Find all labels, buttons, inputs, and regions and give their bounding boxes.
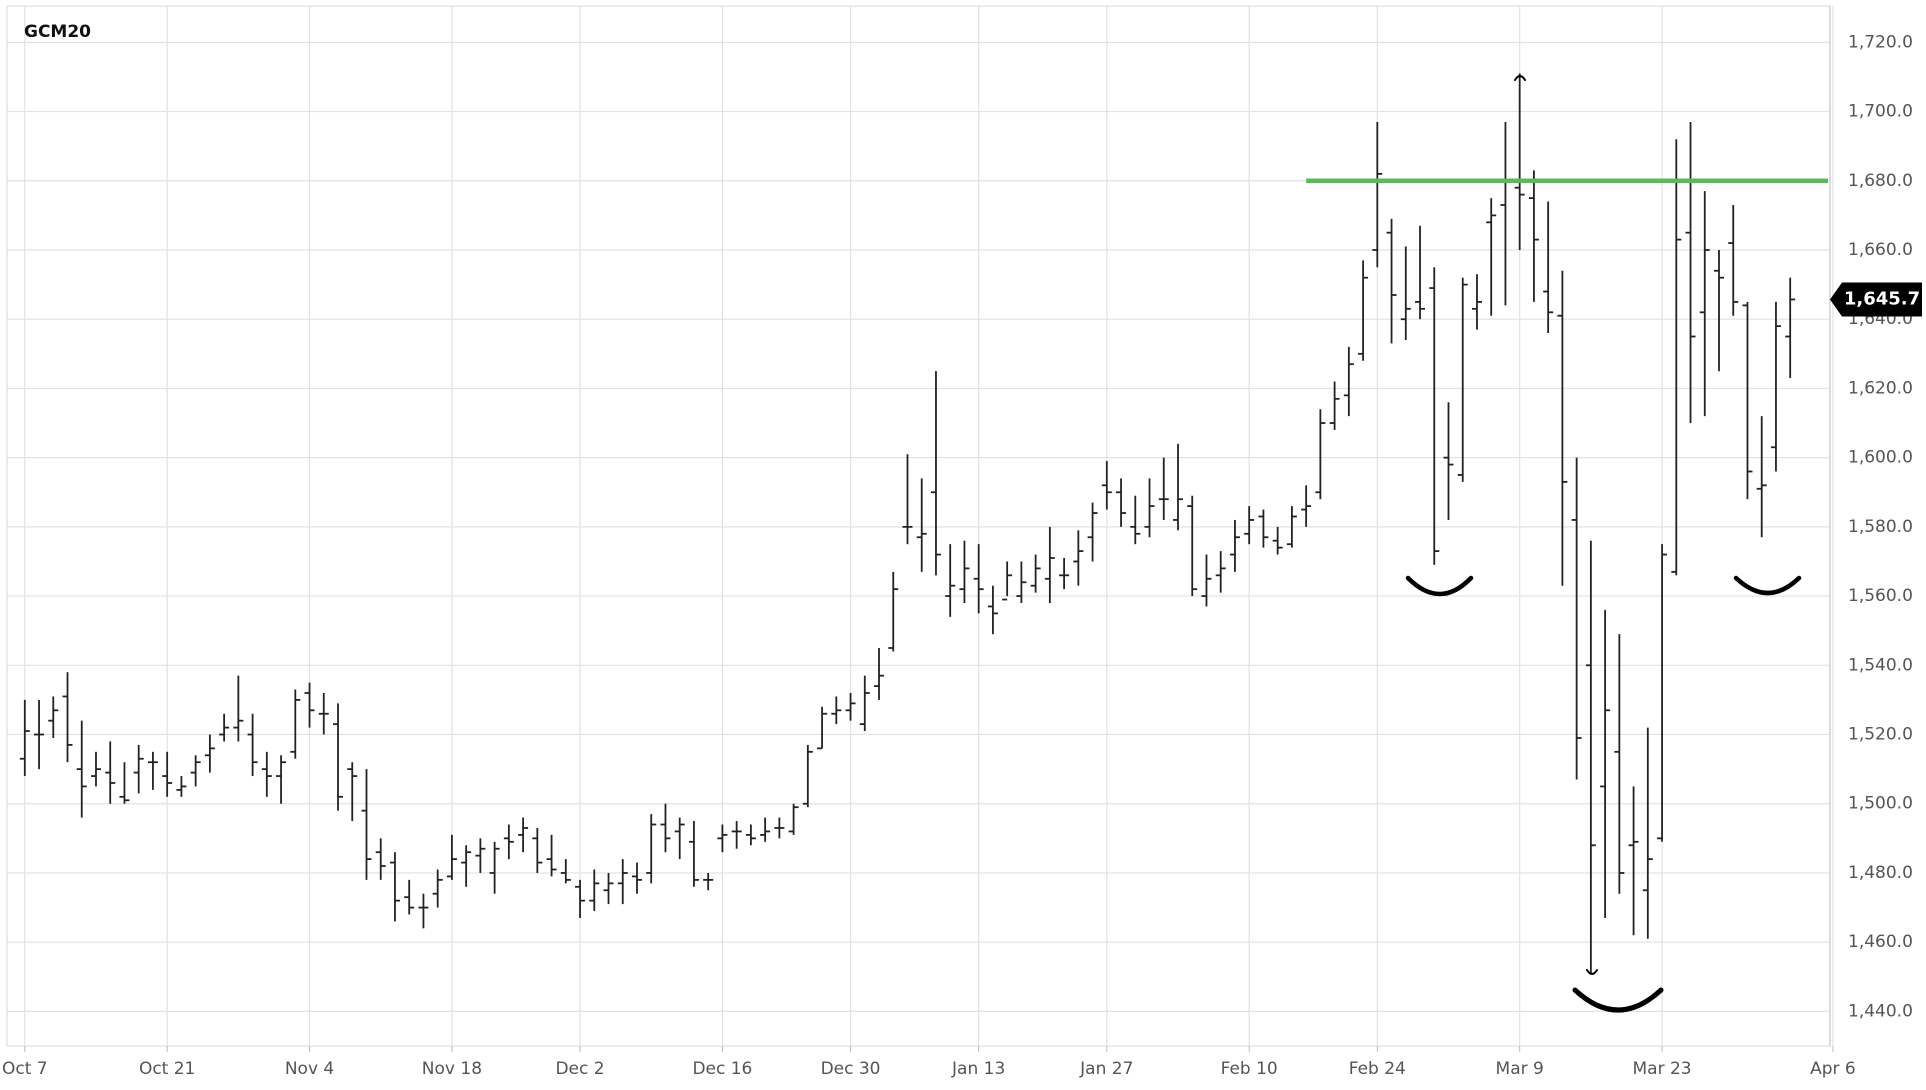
- x-tick-label: Apr 6: [1810, 1059, 1856, 1079]
- x-tick-label: Dec 16: [692, 1059, 752, 1079]
- x-tick-label: Feb 10: [1221, 1059, 1278, 1079]
- x-tick-label: Oct 21: [139, 1059, 195, 1079]
- x-tick-label: Jan 13: [951, 1059, 1005, 1079]
- y-tick-label: 1,540.0: [1848, 655, 1913, 675]
- y-tick-label: 1,700.0: [1848, 102, 1913, 122]
- arc: [1733, 575, 1802, 596]
- y-tick-label: 1,620.0: [1848, 378, 1913, 398]
- marks: [7, 6, 1834, 1046]
- annotation-arcs: [1405, 75, 1802, 1013]
- y-tick-label: 1,480.0: [1848, 863, 1913, 883]
- y-tick-label: 1,720.0: [1848, 32, 1913, 52]
- y-tick-label: 1,680.0: [1848, 171, 1913, 191]
- x-tick-label: Nov 4: [285, 1059, 334, 1079]
- arc: [1586, 969, 1598, 975]
- x-tick-label: Dec 2: [555, 1059, 604, 1079]
- price-badge: [1830, 282, 1922, 317]
- y-tick-label: 1,440.0: [1848, 1001, 1913, 1021]
- x-tick-label: Feb 24: [1349, 1059, 1406, 1079]
- arc: [1405, 575, 1474, 597]
- arc: [1572, 987, 1664, 1013]
- x-tick-label: Nov 18: [422, 1059, 482, 1079]
- y-tick-label: 1,460.0: [1848, 932, 1913, 952]
- x-tick-label: Dec 30: [821, 1059, 881, 1079]
- y-tick-label: 1,600.0: [1848, 448, 1913, 468]
- chart-title: GCM20: [24, 22, 91, 42]
- y-tick-label: 1,560.0: [1848, 586, 1913, 606]
- y-tick-label: 1,500.0: [1848, 794, 1913, 814]
- x-tick-label: Mar 9: [1496, 1059, 1544, 1079]
- x-tick-label: Jan 27: [1079, 1059, 1133, 1079]
- y-tick-label: 1,660.0: [1848, 240, 1913, 260]
- x-tick-label: Oct 7: [2, 1059, 48, 1079]
- price-badge-label: 1,645.7: [1844, 288, 1920, 309]
- plot-frame: [6, 5, 1831, 1047]
- y-tick-label: 1,580.0: [1848, 517, 1913, 537]
- x-tick-label: Mar 23: [1632, 1059, 1691, 1079]
- y-tick-label: 1,520.0: [1848, 725, 1913, 745]
- arc: [1514, 75, 1526, 81]
